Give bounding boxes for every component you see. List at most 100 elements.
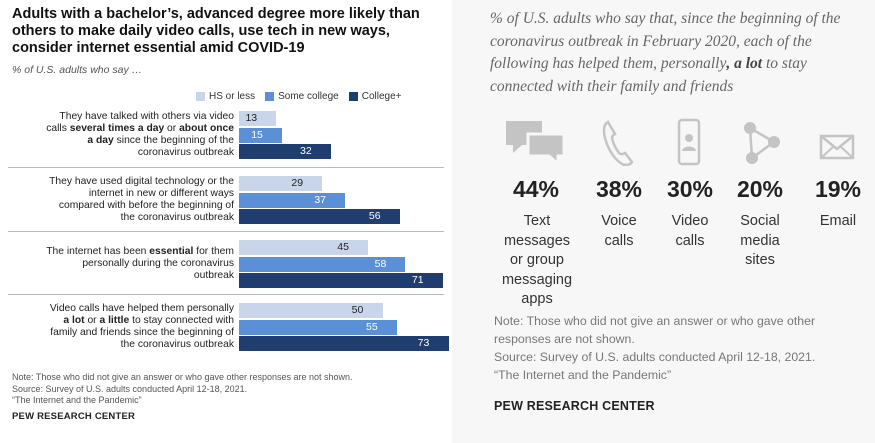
label-segment: a little (99, 315, 130, 326)
label-segment: or (84, 315, 100, 326)
bar-hs (239, 303, 383, 318)
cat-line: media (740, 232, 780, 249)
bar-some-college (239, 127, 283, 143)
category-label-line: They have talked with others via video (8, 111, 234, 123)
legend-swatch-college (348, 92, 358, 101)
label-segment: coronavirus outbreak (137, 147, 234, 158)
bar-hs (239, 111, 277, 126)
heading-segment: , a lot (726, 55, 763, 72)
cat-social-media: Social media sites (715, 212, 805, 271)
bar-value-label: 32 (299, 145, 312, 157)
category-label-line: coronavirus outbreak (8, 147, 234, 159)
bar-value-label: 73 (417, 337, 430, 349)
left-note-line: Note: Those who did not give an answer o… (12, 372, 353, 382)
cat-voice-calls: Voice calls (574, 212, 664, 251)
right-source-line: Source: Survey of U.S. adults conducted … (494, 350, 816, 364)
left-source-line: Source: Survey of U.S. adults conducted … (12, 383, 248, 394)
bar-some-college (239, 319, 397, 335)
category-label-line: The internet has been essential for them (8, 246, 234, 258)
pct-video-calls: 30% (666, 176, 714, 202)
cat-line: apps (521, 291, 553, 307)
cat-line: messaging (501, 271, 573, 288)
right-panel: % of U.S. adults who say that, since the… (452, 0, 875, 443)
label-segment: essential (149, 246, 194, 257)
category-label-line: internet in new or different ways (8, 188, 234, 200)
bar-value-label: 50 (351, 304, 364, 316)
label-segment: compared with before the beginning of (58, 200, 234, 211)
bar-college (239, 144, 331, 159)
bar-college (239, 273, 443, 288)
label-segment: since the beginning of the (113, 135, 234, 146)
category-label-line: family and friends since the beginning o… (8, 327, 234, 339)
legend-label-some-college: Some college (278, 91, 339, 102)
category-label-line: the coronavirus outbreak (8, 212, 234, 224)
cat-line: Email (819, 213, 857, 229)
pct-social-media: 20% (736, 176, 784, 202)
bar-value-label: 29 (291, 177, 304, 189)
category-label-line: a lot or a little to stay connected with (8, 315, 234, 327)
bar-hs (239, 240, 369, 255)
label-segment: a day (87, 135, 114, 146)
label-segment: for them (193, 246, 234, 257)
heading-segment: % of U.S. adults who say that, since the… (490, 10, 841, 72)
cat-line: Video (671, 213, 709, 229)
category-label-line: compared with before the beginning of (8, 200, 234, 212)
left-report-line: “The Internet and the Pandemic” (12, 395, 142, 405)
legend-swatch-some-college (265, 92, 275, 101)
category-label-line: They have used digital technology or the (8, 176, 234, 188)
bar-value-label: 45 (337, 241, 349, 253)
cat-line: sites (745, 252, 775, 268)
bar-value-label: 56 (368, 210, 381, 222)
label-segment: They have talked with others via video (59, 111, 234, 122)
cat-line: calls (604, 232, 634, 249)
chart-subtitle: % of U.S. adults who say … (12, 64, 143, 76)
category-label-line: Video calls have helped them personally (8, 303, 234, 315)
category-label-line: the coronavirus outbreak (8, 339, 234, 351)
label-segment: several times a day (69, 123, 165, 134)
bar-hs (239, 176, 323, 191)
smartphone-video-icon (677, 118, 701, 166)
right-note-line: responses are not shown. (494, 332, 635, 346)
label-segment: about once (179, 123, 234, 134)
heading-segment: to stay connected with their family and … (490, 55, 807, 95)
cat-email: Email (793, 212, 875, 232)
left-note: Note: Those who did not give an answer o… (12, 372, 353, 407)
bar-value-label: 71 (411, 274, 424, 286)
legend-item-some-college: Some college (265, 91, 339, 102)
category-label-line: calls several times a day or about once (8, 123, 234, 135)
chart-title: Adults with a bachelor’s, advanced degre… (12, 6, 420, 56)
legend-label-hs: HS or less (209, 91, 256, 102)
category-label: They have talked with others via video ca… (8, 111, 234, 159)
legend-item-college: College+ (348, 91, 402, 102)
label-segment: calls (46, 123, 70, 134)
label-segment: family and friends since the beginning o… (50, 327, 234, 338)
legend-label-college: College+ (361, 91, 402, 102)
category-label-line: outbreak (8, 270, 234, 282)
right-source-org: PEW RESEARCH CENTER (494, 399, 655, 413)
legend: HS or less Some college College+ (196, 91, 401, 102)
label-segment: They have used digital technology or the (49, 176, 234, 187)
label-segment: the coronavirus outbreak (120, 212, 234, 223)
bar-value-label: 13 (245, 112, 258, 124)
social-network-icon (744, 122, 780, 164)
bar-value-label: 58 (374, 257, 387, 270)
bar-college (239, 209, 400, 224)
category-label-line: a day since the beginning of the (8, 135, 234, 147)
chat-bubbles-icon (506, 121, 566, 166)
cat-line: Text messages (503, 213, 571, 249)
bar-some-college (239, 192, 346, 208)
label-segment: or (164, 123, 180, 134)
group-divider (8, 294, 444, 295)
right-note-line: Note: Those who did not give an answer o… (494, 314, 816, 328)
legend-item-hs: HS or less (196, 91, 255, 102)
label-segment: The internet has been (46, 246, 150, 257)
right-note: Note: Those who did not give an answer o… (494, 312, 864, 384)
label-segment: personally during the coronavirus (82, 258, 234, 269)
category-label: They have used digital technology or the… (8, 176, 234, 224)
category-label: Video calls have helped them personally a… (8, 303, 234, 351)
right-report-line: “The Internet and the Pandemic” (494, 368, 672, 382)
cat-line: Voice (601, 213, 637, 229)
bar-value-label: 55 (366, 320, 378, 333)
right-heading: % of U.S. adults who say that, since the… (490, 8, 870, 98)
bar-value-label: 37 (314, 193, 327, 206)
